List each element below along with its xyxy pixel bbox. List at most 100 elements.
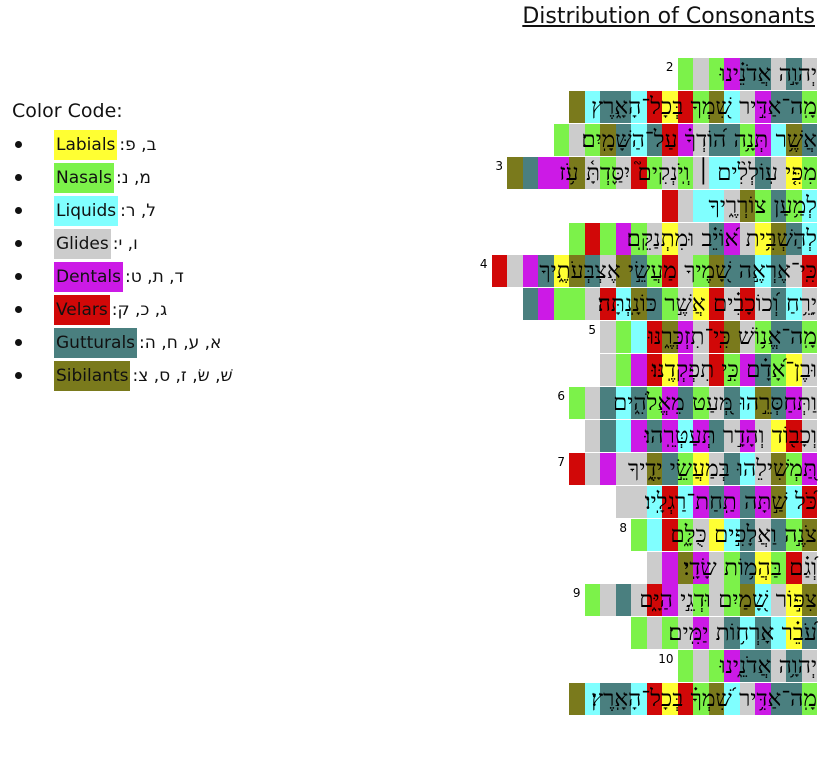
consonant-highlight	[646, 584, 662, 616]
consonant-highlight	[755, 124, 771, 156]
consonant-highlight	[631, 420, 647, 452]
consonant-highlight	[708, 223, 724, 255]
consonant-highlight	[693, 124, 709, 156]
consonant-highlight	[724, 552, 740, 584]
consonant-highlight	[739, 453, 755, 485]
consonant-highlight	[615, 683, 631, 715]
consonant-highlight	[755, 354, 771, 386]
poem-line-text: יְהוָ֣ה אֲדֹנֵ֗ינוּ	[719, 61, 817, 87]
consonant-highlight	[600, 453, 616, 485]
poem-line-2: מָֽה־אַדִּ֣יר שִׁ֭מְךָ בְּכָל־הָאָ֑רֶץ	[569, 91, 817, 123]
consonant-highlight	[724, 584, 740, 616]
consonant-highlight	[786, 255, 802, 287]
consonant-highlight	[646, 91, 662, 123]
consonant-highlight	[569, 683, 585, 715]
poem-line-12: וְכָב֖וֹד וְהָדָ֣ר תְּעַטְּרֵֽהוּ׃	[584, 420, 817, 452]
poem-line-text: אֲשֶׁ֥ר תְּנָ֥ה ה֝וֹדְךָ֗ עַל־הַשָּׁמָֽי…	[581, 127, 817, 153]
consonant-highlight	[600, 223, 616, 255]
consonant-highlight	[708, 617, 724, 649]
poem-line-text: עֹ֝בֵ֗ר אָרְח֥וֹת יַמִּֽים׃	[668, 620, 817, 646]
consonant-highlight	[708, 486, 724, 518]
consonant-highlight	[755, 387, 771, 419]
consonant-highlight	[801, 486, 817, 518]
consonant-highlight	[770, 58, 786, 90]
consonant-highlight	[693, 157, 709, 189]
consonant-highlight	[693, 288, 709, 320]
consonant-highlight	[662, 486, 678, 518]
consonant-highlight	[677, 486, 693, 518]
consonant-highlight	[631, 519, 647, 551]
consonant-highlight	[615, 223, 631, 255]
consonant-highlight	[770, 420, 786, 452]
consonant-highlight	[755, 584, 771, 616]
consonant-highlight	[786, 552, 802, 584]
consonant-highlight	[631, 288, 647, 320]
consonant-highlight	[569, 453, 585, 485]
legend-swatch-label: Sibilants	[54, 360, 131, 391]
consonant-highlight	[739, 223, 755, 255]
poem-line-text: לְהַשְׁבִּ֥ית א֝וֹיֵ֗ב וּמִתְנַקֵּֽם׃	[626, 226, 817, 252]
poem-line-14: כֹּ֝ל שַׁ֣תָּה תַֽחַת־רַגְלָֽיו׃	[615, 486, 817, 518]
consonant-highlight	[538, 288, 554, 320]
consonant-highlight	[693, 650, 709, 682]
consonant-highlight	[770, 683, 786, 715]
consonant-highlight	[615, 387, 631, 419]
consonant-highlight	[584, 157, 600, 189]
consonant-highlight	[662, 617, 678, 649]
consonant-highlight	[615, 91, 631, 123]
consonant-highlight	[724, 486, 740, 518]
consonant-highlight	[615, 124, 631, 156]
bullet-icon	[15, 174, 22, 181]
consonant-highlight	[662, 124, 678, 156]
consonant-highlight	[786, 124, 802, 156]
consonant-highlight	[615, 255, 631, 287]
consonant-highlight	[739, 58, 755, 90]
consonant-highlight	[584, 683, 600, 715]
legend-swatch-label: Gutturals	[54, 327, 138, 358]
legend-letters: :ו, י	[112, 233, 138, 254]
consonant-highlight	[646, 486, 662, 518]
consonant-highlight	[646, 157, 662, 189]
consonant-highlight	[646, 453, 662, 485]
consonant-highlight	[693, 91, 709, 123]
consonant-highlight	[708, 650, 724, 682]
consonant-highlight	[693, 453, 709, 485]
bullet-icon	[15, 306, 22, 313]
poem-line-text: וּבֶן־אָ֝דָ֗ם כִּ֣י תִפְקְדֶֽנּוּ׃	[651, 357, 817, 383]
consonant-highlight	[801, 255, 817, 287]
consonant-highlight	[553, 157, 569, 189]
consonant-highlight	[739, 683, 755, 715]
legend-swatch-label: Glides	[54, 228, 111, 259]
consonant-highlight	[739, 486, 755, 518]
poem-line-7: כִּֽי־אֶרְאֶ֣ה שָׁ֭מֶיךָ מַעֲשֵׂ֣י אֶצְב…	[491, 255, 817, 287]
bullet-icon	[15, 207, 22, 214]
consonant-highlight	[755, 552, 771, 584]
consonant-highlight	[662, 157, 678, 189]
legend-swatch-label: Labials	[54, 129, 118, 160]
verse-number: 2	[665, 60, 674, 74]
consonant-highlight	[584, 387, 600, 419]
consonant-highlight	[677, 157, 693, 189]
consonant-highlight	[662, 552, 678, 584]
consonant-highlight	[724, 683, 740, 715]
consonant-highlight	[631, 223, 647, 255]
consonant-highlight	[646, 223, 662, 255]
consonant-highlight	[631, 683, 647, 715]
consonant-highlight	[693, 552, 709, 584]
consonant-highlight	[693, 58, 709, 90]
poem-line-13: תַּ֭מְשִׁילֵהוּ בְּמַעֲשֵׂ֣י יָדֶ֑יךָ	[569, 453, 817, 485]
legend-item-gutturals: Gutturals:א, ע, ח, ה	[12, 326, 233, 359]
consonant-highlight	[708, 420, 724, 452]
consonant-highlight	[662, 683, 678, 715]
consonant-highlight	[786, 650, 802, 682]
consonant-highlight	[739, 91, 755, 123]
page-title: Distribution of Consonants	[522, 4, 815, 29]
consonant-highlight	[755, 91, 771, 123]
consonant-highlight	[693, 190, 709, 222]
consonant-highlight	[801, 683, 817, 715]
consonant-highlight	[646, 617, 662, 649]
consonant-highlight	[677, 288, 693, 320]
consonant-highlight	[770, 552, 786, 584]
consonant-highlight	[631, 453, 647, 485]
consonant-highlight	[739, 157, 755, 189]
